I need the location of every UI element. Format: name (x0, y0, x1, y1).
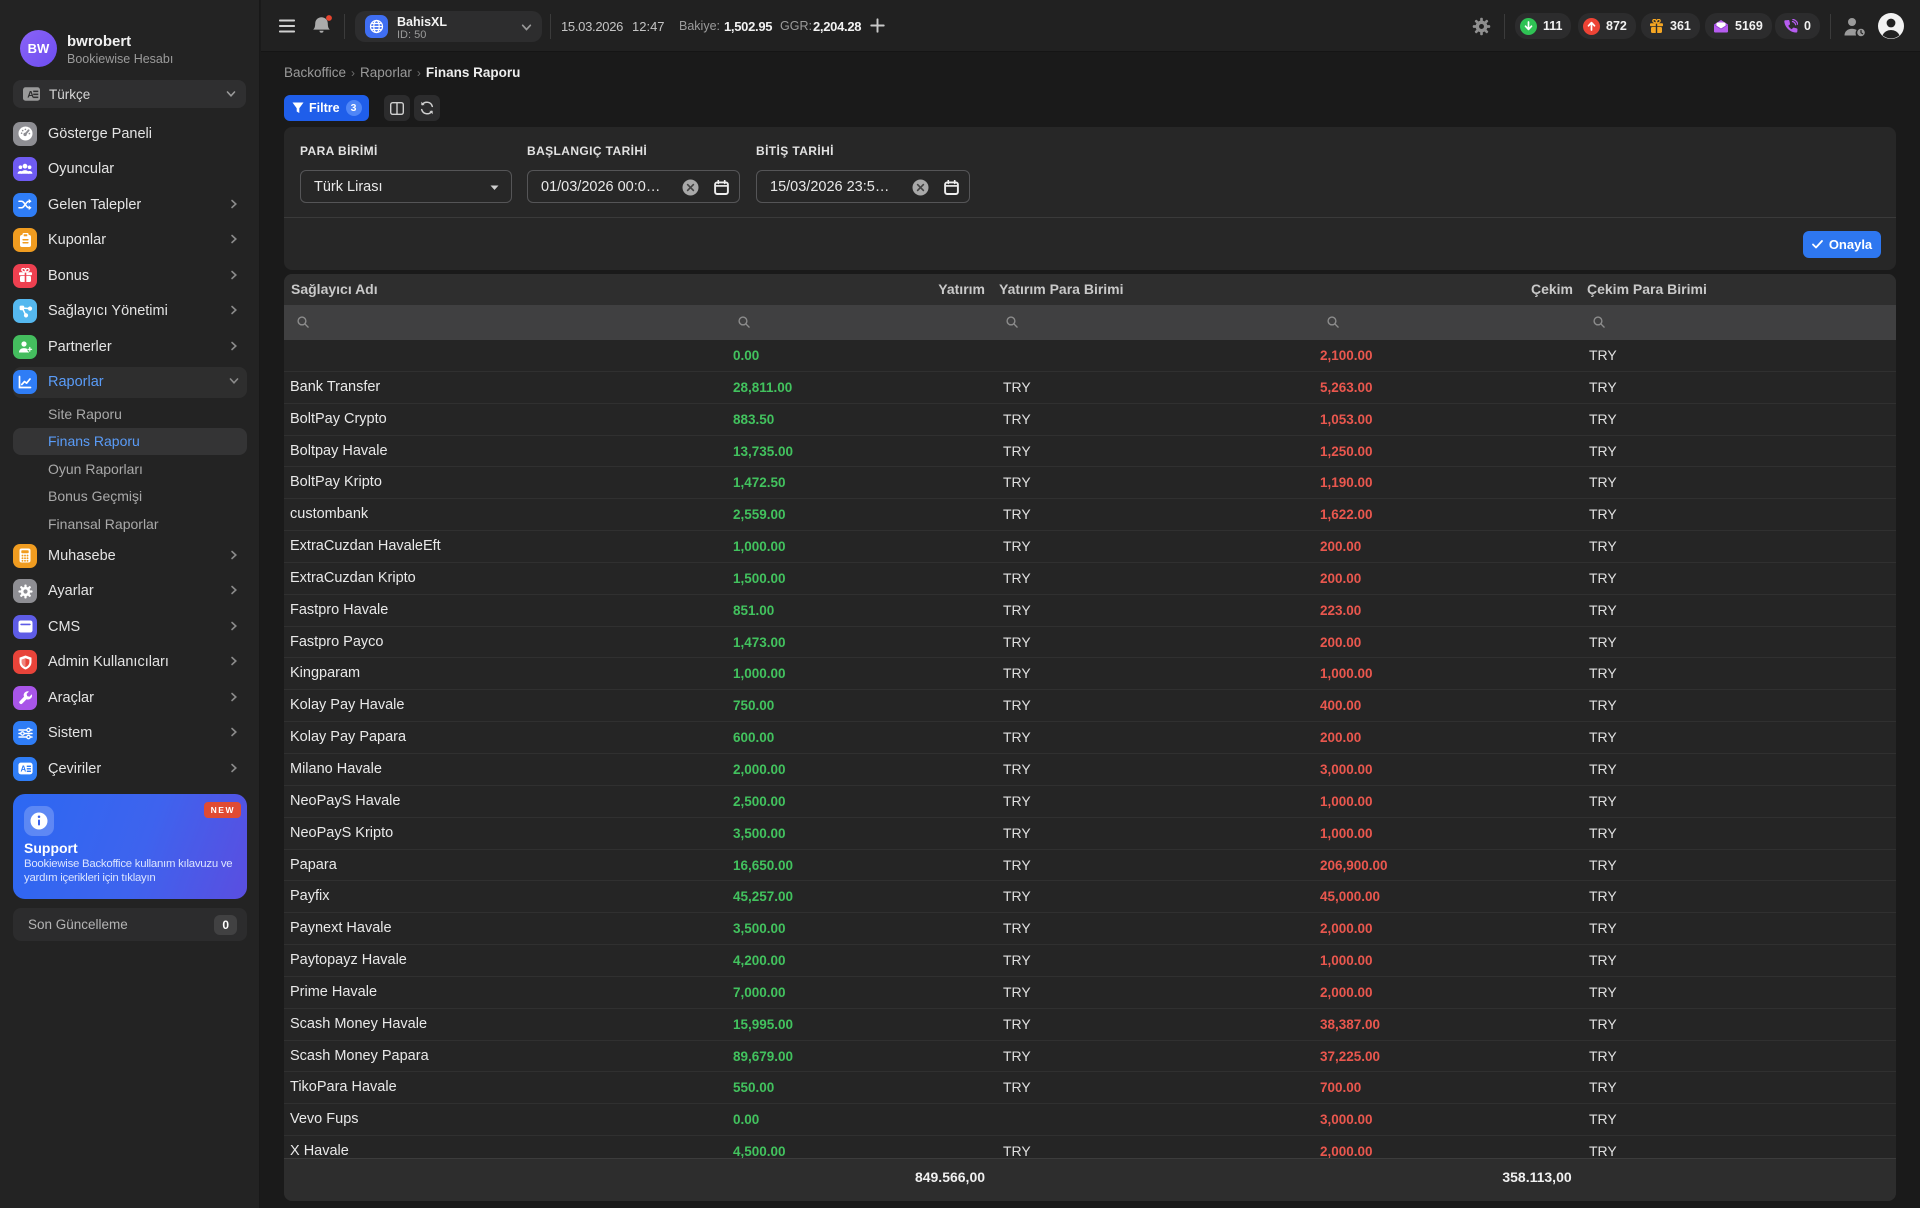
svg-text:A: A (27, 89, 34, 99)
svg-text:A: A (20, 764, 26, 773)
